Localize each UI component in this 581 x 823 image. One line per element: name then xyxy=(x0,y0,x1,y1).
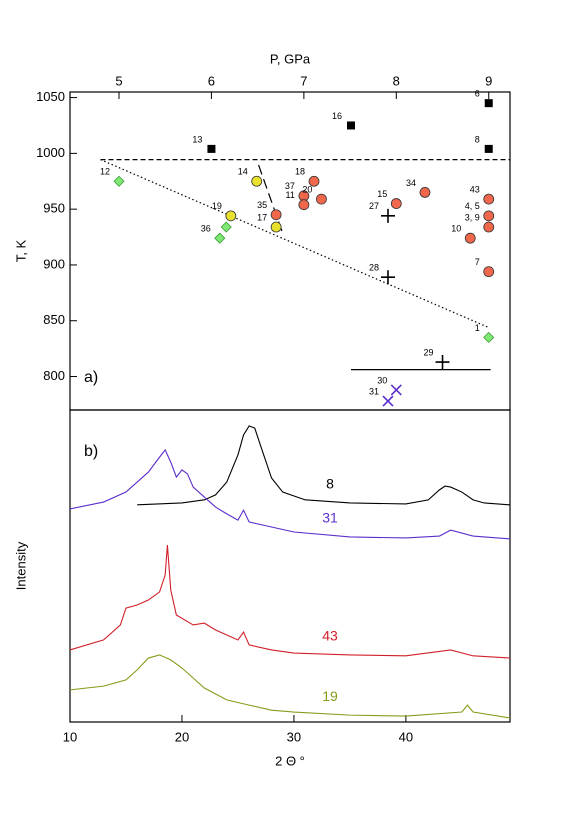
point-label: 20 xyxy=(302,184,312,194)
x-tick-label: 7 xyxy=(300,73,307,88)
y-tick-label: 900 xyxy=(43,256,65,271)
point xyxy=(380,208,395,223)
point xyxy=(390,384,402,396)
point-label: 8 xyxy=(475,134,480,144)
point xyxy=(484,144,493,153)
point-label: 31 xyxy=(369,386,379,396)
pattern-line xyxy=(69,545,511,659)
frame xyxy=(69,409,511,723)
y-tick-label: 950 xyxy=(43,201,65,216)
series-label: 19 xyxy=(322,688,338,704)
x-tick-label: 6 xyxy=(208,73,215,88)
point-label: 6 xyxy=(475,89,480,99)
point-label: 15 xyxy=(377,189,387,199)
point-label: 7 xyxy=(475,257,480,267)
point-label: 10 xyxy=(451,224,461,234)
point-label: 13 xyxy=(192,134,202,144)
x-tick-label: 9 xyxy=(485,73,492,88)
point-label: 34 xyxy=(406,178,416,188)
point xyxy=(225,210,237,222)
point-label: 29 xyxy=(424,347,434,357)
point xyxy=(207,144,216,153)
pattern-line xyxy=(69,448,511,540)
x-axis-title: P, GPa xyxy=(270,51,311,66)
x-tick-label: 8 xyxy=(393,73,400,88)
series-label: 31 xyxy=(322,510,338,526)
point xyxy=(214,232,226,244)
point xyxy=(435,355,450,370)
point xyxy=(390,198,402,209)
point xyxy=(464,232,476,244)
point-label: 28 xyxy=(369,263,379,273)
point-label: 14 xyxy=(238,167,248,177)
point xyxy=(382,395,394,407)
reference-line xyxy=(100,159,489,329)
point xyxy=(316,193,327,205)
point xyxy=(298,199,310,211)
point-label: 3, 9 xyxy=(465,212,480,222)
point-label: 35 xyxy=(257,200,267,210)
point xyxy=(484,99,493,108)
x-tick-label: 30 xyxy=(287,729,301,744)
point-label: 16 xyxy=(332,111,342,121)
point-label: 12 xyxy=(100,167,110,177)
y-tick-label: 800 xyxy=(43,368,65,383)
point xyxy=(380,270,395,285)
point-label: 37 xyxy=(285,181,295,191)
point-label: 36 xyxy=(201,224,211,234)
series-label: 8 xyxy=(326,476,334,492)
y-axis-title: Intensity xyxy=(13,541,28,590)
point-label: 1 xyxy=(475,323,480,333)
y-tick-label: 1000 xyxy=(36,145,65,160)
point xyxy=(483,221,495,233)
point-label: 4, 5 xyxy=(465,201,480,211)
point xyxy=(113,175,125,187)
point-label: 43 xyxy=(470,184,480,194)
y-axis-title: T, K xyxy=(13,239,28,262)
point xyxy=(251,175,263,187)
x-axis-title: 2 Θ ° xyxy=(275,753,305,768)
x-tick-label: 20 xyxy=(175,729,189,744)
panel-label: a) xyxy=(84,369,98,386)
point xyxy=(483,210,495,222)
pattern-line xyxy=(69,654,511,719)
y-tick-label: 1050 xyxy=(36,89,65,104)
point xyxy=(483,193,495,205)
x-tick-label: 40 xyxy=(399,729,413,744)
point xyxy=(220,221,232,233)
x-tick-label: 10 xyxy=(63,729,77,744)
pattern-line xyxy=(137,425,511,506)
x-tick-label: 5 xyxy=(115,73,122,88)
point xyxy=(483,266,495,278)
point-label: 30 xyxy=(377,375,387,385)
point-label: 11 xyxy=(286,190,295,200)
reference-line xyxy=(258,164,284,234)
y-tick-label: 850 xyxy=(43,312,65,327)
series-label: 43 xyxy=(322,628,338,644)
panel-label: b) xyxy=(84,443,98,460)
point xyxy=(270,221,282,233)
point xyxy=(308,175,320,187)
point-label: 17 xyxy=(257,212,267,222)
point xyxy=(347,121,356,130)
point-label: 27 xyxy=(369,201,379,211)
point xyxy=(270,209,282,221)
point xyxy=(483,331,495,344)
point-label: 19 xyxy=(212,201,222,211)
point xyxy=(419,187,431,198)
point-label: 18 xyxy=(295,167,305,177)
